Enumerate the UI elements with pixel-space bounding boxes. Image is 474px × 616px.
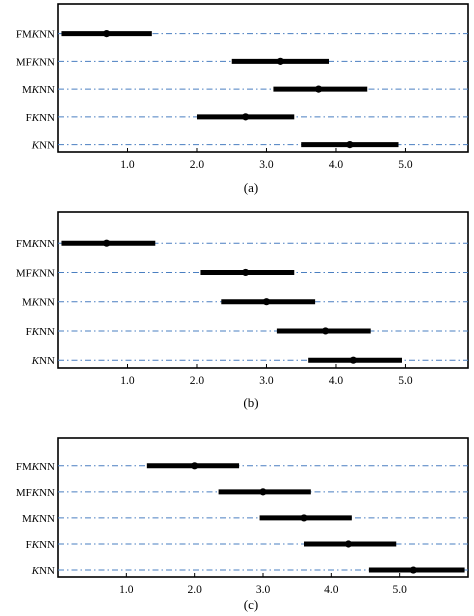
- center-point-fknn: [242, 113, 250, 121]
- center-point-fmknn: [103, 29, 111, 38]
- center-point-fknn: [344, 540, 353, 548]
- center-point-mfknn: [242, 268, 250, 277]
- x-tick-label: 1.0: [120, 159, 135, 171]
- center-point-mfknn: [276, 57, 284, 65]
- row-label-mfknn: MFKNN: [16, 56, 55, 68]
- row-label-mknn: MKNN: [22, 513, 55, 525]
- center-point-mknn: [300, 514, 308, 522]
- row-label-fknn: FKNN: [26, 539, 55, 551]
- center-point-knn: [349, 356, 357, 364]
- x-tick-label: 3.0: [259, 375, 274, 387]
- x-tick-label: 1.0: [120, 375, 135, 387]
- plot-frame: [57, 211, 469, 369]
- center-point-fmknn: [191, 462, 199, 470]
- row-label-mknn: MKNN: [22, 297, 55, 309]
- panel-caption: (a): [244, 180, 258, 195]
- plot-frame: [57, 3, 469, 153]
- x-tick-label: 2.0: [190, 159, 205, 171]
- center-point-fmknn: [103, 239, 111, 247]
- row-label-fknn: FKNN: [26, 326, 55, 338]
- x-tick-label: 4.0: [324, 584, 339, 596]
- row-label-fmknn: FMKNN: [16, 238, 55, 250]
- row-label-mknn: MKNN: [22, 84, 55, 96]
- x-tick-label: 1.0: [119, 584, 134, 596]
- x-tick-label: 3.0: [259, 159, 274, 171]
- row-label-knn: KNN: [31, 565, 55, 577]
- row-label-fmknn: FMKNN: [16, 461, 55, 473]
- chart-panel-1: FMKNN MFKNN MKNN FKNN KNN 1.0 2.0 3.0 4.0 5.0 (a): [16, 3, 469, 195]
- chart-panel-2: FMKNN MFKNN MKNN FKNN KNN 1.0 2.0 3.0 4.0 5.0 (b): [16, 211, 469, 410]
- row-label-fmknn: FMKNN: [16, 29, 55, 41]
- panel-caption: (c): [244, 597, 258, 612]
- row-label-knn: KNN: [31, 140, 55, 152]
- row-label-knn: KNN: [31, 355, 55, 367]
- chart-panel-3: FMKNN MFKNN MKNN FKNN KNN 1.0 2.0 3.0 4.0 5.0 (c): [16, 437, 469, 612]
- x-tick-label: 3.0: [256, 584, 271, 596]
- x-tick-label: 4.0: [329, 375, 344, 387]
- row-label-mfknn: MFKNN: [16, 267, 55, 279]
- x-tick-label: 5.0: [392, 584, 407, 596]
- row-label-mfknn: MFKNN: [16, 487, 55, 499]
- panel-caption: (b): [243, 395, 258, 410]
- center-point-knn: [409, 566, 417, 574]
- center-point-mknn: [262, 298, 271, 306]
- x-tick-label: 4.0: [329, 159, 344, 171]
- center-point-mknn: [314, 85, 323, 93]
- center-point-fknn: [321, 327, 330, 335]
- x-tick-label: 5.0: [398, 159, 413, 171]
- center-point-mfknn: [259, 488, 267, 496]
- x-tick-label: 2.0: [187, 584, 202, 596]
- plot-frame: [57, 437, 469, 578]
- center-point-knn: [346, 141, 354, 149]
- x-tick-label: 5.0: [398, 375, 413, 387]
- x-tick-label: 2.0: [190, 375, 205, 387]
- row-label-fknn: FKNN: [26, 112, 55, 124]
